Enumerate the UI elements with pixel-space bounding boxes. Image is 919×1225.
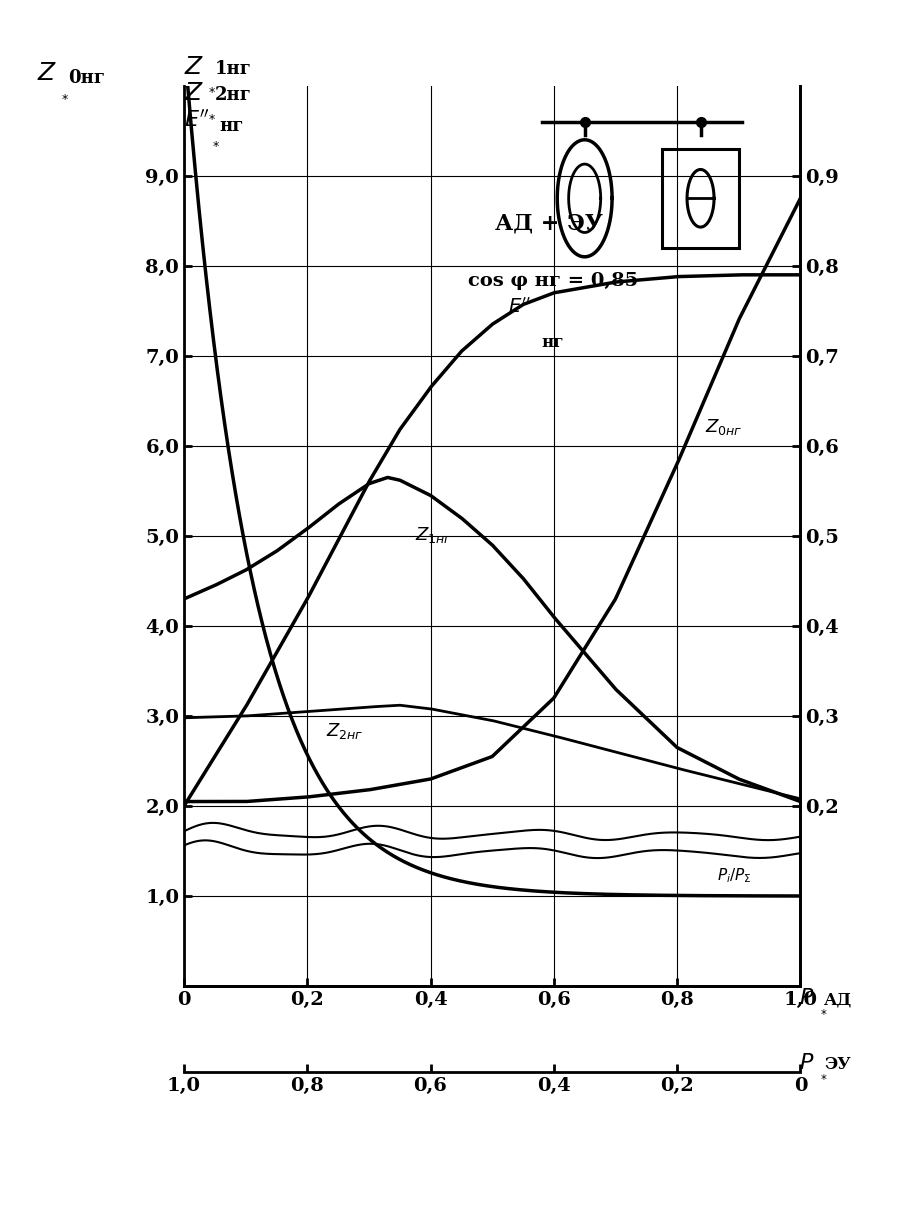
Text: $Z_{0нг}$: $Z_{0нг}$ xyxy=(704,418,742,437)
Text: 0нг: 0нг xyxy=(68,70,105,87)
Text: ЭУ: ЭУ xyxy=(823,1056,850,1073)
Text: $P$: $P$ xyxy=(798,1052,813,1074)
Text: $_*$: $_*$ xyxy=(817,1000,827,1017)
Text: $E''$: $E''$ xyxy=(507,296,530,316)
Text: $_*$: $_*$ xyxy=(206,104,216,121)
Text: $Z$: $Z$ xyxy=(184,54,204,78)
Text: $P$: $P$ xyxy=(798,987,813,1009)
Text: $P_i/P_\Sigma$: $P_i/P_\Sigma$ xyxy=(717,866,752,884)
Text: 2нг: 2нг xyxy=(214,87,251,104)
Text: $_*$: $_*$ xyxy=(210,131,220,148)
Text: АД: АД xyxy=(823,991,852,1008)
Text: $Z$: $Z$ xyxy=(37,60,57,85)
Text: нг: нг xyxy=(541,334,563,350)
Text: $_*$: $_*$ xyxy=(206,77,216,94)
Text: cos φ нг = 0,85: cos φ нг = 0,85 xyxy=(467,272,637,289)
Text: $Z_{1нг}$: $Z_{1нг}$ xyxy=(414,526,452,545)
Text: нг: нг xyxy=(219,118,243,135)
Text: АД + ЭУ: АД + ЭУ xyxy=(494,213,603,235)
Text: $_*$: $_*$ xyxy=(59,85,69,102)
Text: $E''$: $E''$ xyxy=(184,110,210,132)
Bar xyxy=(662,148,738,247)
Text: $Z$: $Z$ xyxy=(184,81,204,105)
Text: $_*$: $_*$ xyxy=(817,1065,827,1082)
Text: 1нг: 1нг xyxy=(214,60,251,77)
Text: $Z_{2нг}$: $Z_{2нг}$ xyxy=(325,720,363,741)
